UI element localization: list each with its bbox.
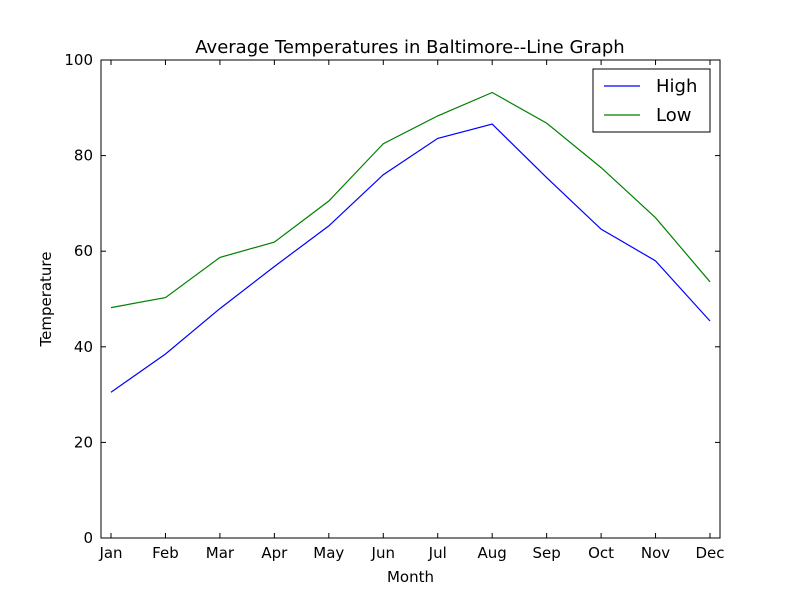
- y-tick-label: 20: [74, 433, 93, 451]
- y-tick-label: 80: [74, 147, 93, 165]
- x-tick-label: Jan: [98, 544, 122, 562]
- legend-label-high: High: [656, 76, 697, 97]
- y-tick-label: 40: [74, 338, 93, 356]
- series-line-low: [110, 91, 711, 309]
- x-tick-label: May: [313, 544, 344, 562]
- legend-label-low: Low: [656, 105, 691, 126]
- x-tick-label: Jul: [428, 544, 447, 562]
- legend-box: [592, 68, 711, 133]
- y-tick-label: 100: [64, 51, 93, 69]
- y-tick-label: 0: [83, 529, 93, 547]
- x-tick-label: Nov: [641, 544, 670, 562]
- x-tick-label: Oct: [588, 544, 614, 562]
- x-tick-label: Mar: [206, 544, 235, 562]
- y-axis: 0 20 40 60 80 100: [64, 51, 720, 547]
- series-line-high: [110, 123, 711, 393]
- y-tick-label: 60: [74, 242, 93, 260]
- x-axis-label: Month: [387, 568, 434, 586]
- x-tick-label: Dec: [695, 544, 724, 562]
- x-tick-label: Jun: [371, 544, 395, 562]
- x-tick-label: Feb: [152, 544, 179, 562]
- y-axis-label: Temperature: [37, 251, 55, 347]
- chart-title: Average Temperatures in Baltimore--Line …: [195, 37, 624, 58]
- x-tick-label: Apr: [261, 544, 288, 562]
- x-axis: Jan Feb Mar Apr May Jun Jul Aug Sep Oct Nov Dec: [98, 60, 725, 562]
- legend: High Low: [592, 68, 711, 133]
- x-tick-label: Aug: [478, 544, 507, 562]
- plot-area: [110, 91, 711, 393]
- x-tick-label: Sep: [532, 544, 560, 562]
- axes-frame: [100, 59, 721, 539]
